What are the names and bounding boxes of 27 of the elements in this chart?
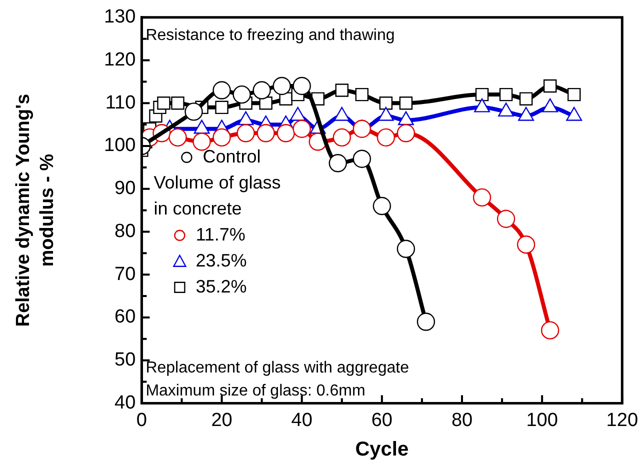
x-tick-label: 120	[606, 410, 638, 431]
legend-label: Control	[202, 146, 261, 166]
legend-label: 23.5%	[196, 250, 247, 270]
y-tick-label: 110	[105, 92, 136, 114]
legend-title: Volume of glass in concrete	[154, 172, 281, 218]
legend-label: 11.7%	[196, 224, 246, 244]
text: Resistance to freezing and thawing	[146, 26, 395, 44]
legend-label: 35.2%	[196, 276, 247, 296]
y-tick-label: 60	[114, 306, 136, 328]
y-axis-title: Relative dynamic Young's modulus - %	[13, 94, 58, 327]
x-tick-label: 40	[291, 410, 312, 431]
y-tick-label: 90	[114, 178, 136, 200]
x-tick-label: 60	[371, 410, 392, 431]
y-tick-label: 40	[114, 392, 136, 414]
annotation: Maximum size of glass: 0.6mm	[146, 382, 366, 400]
y-tick-label: 100	[104, 135, 136, 156]
annotation: Replacement of glass with aggregate	[146, 360, 410, 377]
x-tick-label: 0	[136, 410, 147, 431]
y-tick-label: 120	[104, 50, 136, 70]
y-tick-label: 70	[114, 264, 136, 285]
x-tick-label: 20	[211, 410, 232, 431]
x-tick-label: 80	[451, 410, 473, 431]
x-axis-title: Cycle	[355, 438, 409, 461]
y-tick-label: 80	[114, 220, 136, 242]
y-tick-label: 130	[104, 6, 136, 28]
y-tick-label: 50	[114, 350, 136, 371]
x-tick-label: 100	[526, 410, 558, 431]
